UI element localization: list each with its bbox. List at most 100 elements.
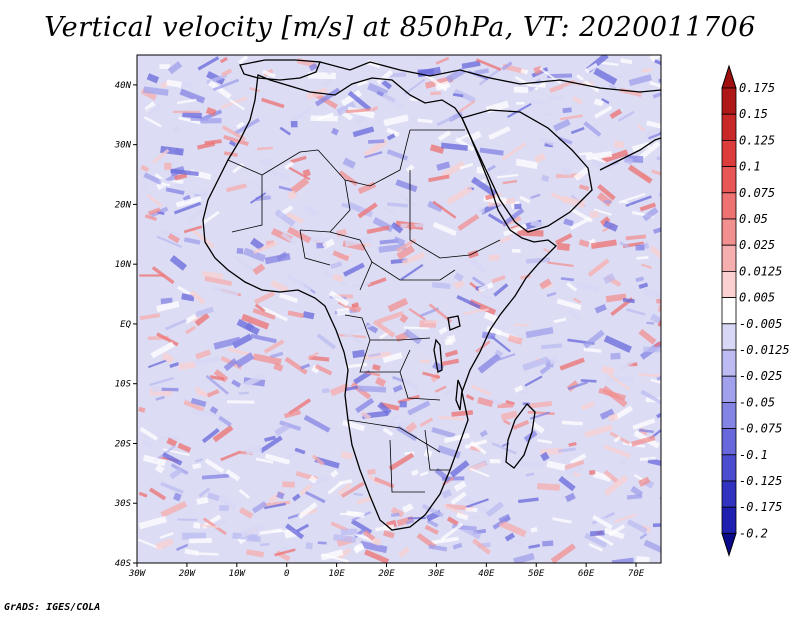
field-patch	[331, 127, 339, 136]
field-patch	[225, 468, 241, 482]
lat-tick-label: 30S	[114, 499, 132, 509]
field-patch	[201, 427, 220, 444]
field-patch	[472, 538, 492, 555]
colorbar-swatch	[721, 480, 737, 508]
field-patch	[392, 375, 404, 383]
field-patch	[534, 153, 546, 164]
field-patch	[253, 353, 282, 366]
field-patch	[138, 491, 148, 498]
field-patch	[288, 166, 311, 181]
field-patch	[552, 517, 572, 524]
field-patch	[260, 542, 270, 547]
field-patch	[363, 529, 376, 542]
field-patch	[256, 146, 273, 151]
field-patch	[212, 285, 239, 297]
field-patch	[536, 438, 552, 444]
field-patch	[497, 169, 507, 175]
field-patch	[611, 557, 634, 563]
field-patch	[498, 519, 527, 538]
field-patch	[592, 514, 613, 530]
field-patch	[288, 398, 312, 416]
field-patch	[340, 451, 353, 460]
field-patch	[520, 68, 529, 75]
field-patch	[525, 472, 535, 477]
field-patch	[317, 541, 327, 545]
field-patch	[561, 420, 583, 426]
field-patch	[513, 86, 529, 94]
field-patch	[160, 481, 184, 495]
field-patch	[249, 86, 261, 93]
field-patch	[250, 333, 277, 344]
field-patch	[428, 303, 453, 323]
field-patch	[440, 522, 464, 541]
field-patch	[580, 401, 595, 411]
lat-tick-label: 40S	[115, 559, 132, 569]
field-patch	[311, 454, 325, 466]
field-patch	[419, 359, 430, 363]
field-patch	[312, 59, 332, 75]
field-patch	[167, 233, 181, 244]
field-patch	[345, 385, 359, 392]
colorbar-swatch	[721, 244, 737, 272]
field-patch	[642, 206, 659, 222]
field-patch	[584, 424, 613, 438]
field-patch	[616, 74, 625, 80]
field-patch	[177, 518, 198, 521]
field-patch	[169, 255, 188, 271]
field-patch	[501, 142, 527, 161]
field-patch	[539, 364, 551, 375]
lake-tanganyika	[433, 338, 443, 373]
field-patch	[401, 251, 426, 266]
colorbar-swatch	[721, 270, 737, 298]
field-patch	[171, 81, 193, 90]
field-patch	[245, 445, 263, 456]
field-patch	[341, 481, 365, 498]
field-patch	[279, 126, 291, 136]
colorbar-label: -0.2	[739, 526, 768, 540]
field-patch	[640, 389, 661, 405]
field-patch	[435, 56, 450, 65]
field-patch	[626, 307, 646, 316]
field-patch	[432, 361, 444, 373]
field-patch	[281, 232, 297, 246]
field-patch	[426, 519, 439, 528]
field-patch	[507, 334, 523, 345]
field-patch	[138, 406, 146, 413]
latitude-axis: 40N 30N 20N 10N EQ 10S 20S 30S 40S	[114, 81, 137, 569]
colorbar-label: -0.025	[739, 369, 782, 383]
field-patch	[497, 173, 519, 179]
field-patch	[282, 481, 295, 488]
field-patch	[572, 472, 581, 477]
field-patch	[431, 426, 456, 439]
field-patch	[638, 428, 654, 434]
field-patch	[539, 136, 557, 147]
field-patch	[308, 62, 318, 72]
field-patch	[656, 156, 661, 162]
field-patch	[294, 447, 306, 455]
field-patch	[646, 321, 655, 325]
field-patch	[274, 548, 296, 557]
field-patch	[243, 372, 266, 388]
field-patch	[559, 114, 583, 121]
field-patch	[638, 328, 657, 345]
field-patch	[593, 156, 607, 164]
field-patch	[262, 69, 276, 79]
longitude-axis: 30W 20W 10W 0 10E 20E 30E 40E 50E 60E 70E	[128, 563, 645, 579]
field-patch	[578, 184, 590, 191]
field-patch	[427, 200, 444, 213]
field-patch	[636, 255, 649, 260]
field-patch	[648, 131, 661, 140]
field-patch	[363, 139, 388, 158]
field-patch	[161, 387, 179, 392]
field-patch	[315, 364, 333, 376]
field-patch	[511, 248, 521, 253]
field-patch	[192, 463, 202, 470]
field-patch	[316, 112, 334, 122]
lat-tick-label: 20S	[115, 439, 132, 449]
field-patch	[232, 333, 253, 349]
field-patch	[174, 172, 188, 181]
colorbar: 0.175 0.15 0.125 0.1 0.075 0.05 0.025 0.0125 0.0…	[721, 64, 790, 558]
field-patch	[593, 98, 604, 107]
field-patch	[264, 453, 291, 465]
field-patch	[194, 355, 221, 366]
